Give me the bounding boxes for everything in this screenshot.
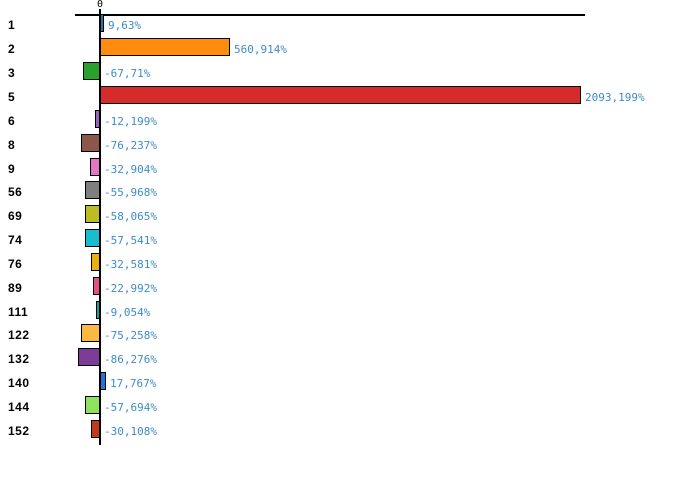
bar: [85, 205, 100, 224]
category-label: 5: [8, 89, 16, 104]
category-label: 69: [8, 209, 23, 224]
value-label: -32,904%: [104, 162, 157, 176]
category-label: 144: [8, 400, 30, 414]
category-label: 8: [8, 137, 16, 152]
category-label: 56: [8, 185, 23, 200]
value-label: 9,63%: [108, 19, 142, 33]
bar: [91, 252, 100, 271]
category-label: 3: [8, 66, 16, 81]
bar: [85, 229, 100, 248]
bar: [90, 157, 100, 176]
value-label: -57,541%: [104, 234, 157, 248]
value-label: -55,968%: [104, 186, 157, 200]
category-label: 152: [8, 423, 30, 438]
value-label: -12,199%: [104, 114, 157, 128]
category-label: 122: [8, 328, 30, 343]
bar: [100, 372, 106, 391]
bar: [81, 133, 100, 152]
bar: [85, 181, 100, 200]
category-label: 2: [8, 42, 16, 57]
value-label: -86,276%: [104, 353, 157, 367]
value-label: -30,108%: [104, 424, 157, 438]
value-label: -57,694%: [104, 401, 157, 414]
zero-axis-line: [99, 9, 101, 445]
category-label: 111: [8, 304, 29, 319]
bar: [100, 38, 230, 57]
category-label: 76: [8, 256, 23, 271]
top-baseline: [75, 14, 585, 16]
value-label: 2093,199%: [585, 90, 645, 104]
category-label: 6: [8, 113, 16, 128]
value-label: -67,71%: [104, 67, 151, 81]
value-label: -22,992%: [104, 281, 157, 295]
value-label: 17,767%: [110, 377, 157, 391]
value-label: -76,237%: [104, 138, 157, 152]
value-label: -75,258%: [104, 329, 157, 343]
value-label: -9,054%: [104, 305, 151, 319]
value-label: -32,581%: [104, 257, 157, 271]
category-label: 74: [8, 233, 23, 248]
axis-zero-tick-label: 0: [96, 0, 104, 10]
bar: [95, 109, 100, 128]
bar: [85, 396, 100, 414]
bar: [93, 276, 100, 295]
category-label: 1: [8, 18, 16, 33]
bar: [78, 348, 100, 367]
value-label: 560,914%: [234, 43, 287, 57]
bar: [83, 62, 100, 81]
bar: [91, 419, 100, 438]
bar: [100, 85, 581, 104]
category-label: 132: [8, 352, 30, 367]
category-label: 140: [8, 376, 30, 391]
value-label: -58,065%: [104, 210, 157, 224]
bar: [96, 300, 100, 319]
bar: [81, 324, 100, 343]
category-label: 89: [8, 280, 23, 295]
category-label: 9: [8, 161, 16, 176]
bar: [100, 14, 104, 33]
